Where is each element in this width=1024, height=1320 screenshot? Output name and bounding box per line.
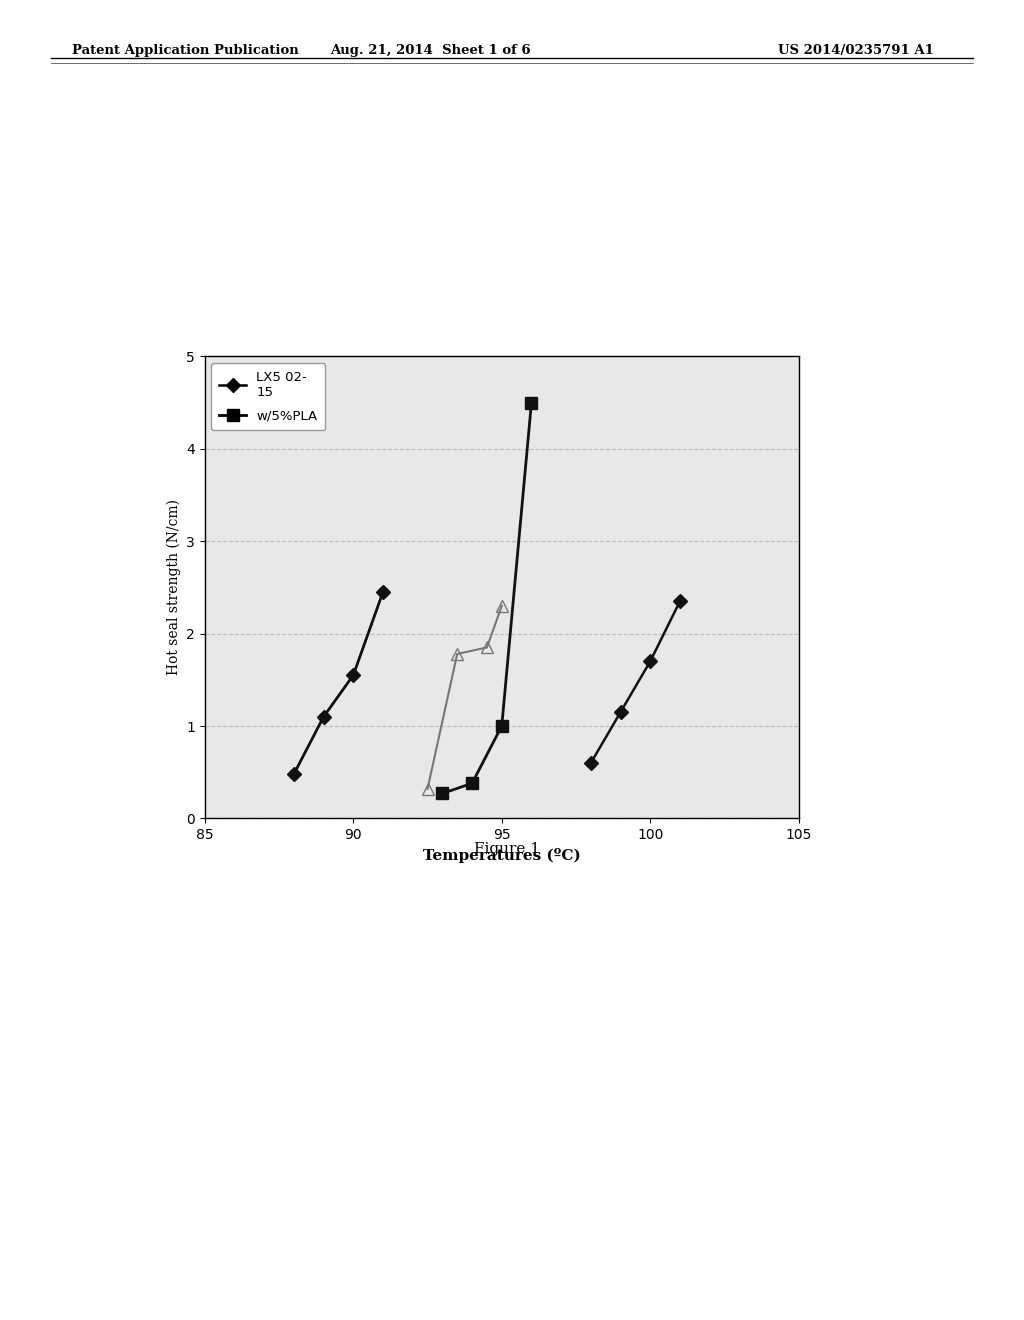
Text: Patent Application Publication: Patent Application Publication [72, 44, 298, 57]
Legend: LX5 02-
15, w/5%PLA: LX5 02- 15, w/5%PLA [211, 363, 326, 430]
Text: Figure 1: Figure 1 [474, 842, 540, 857]
Text: US 2014/0235791 A1: US 2014/0235791 A1 [778, 44, 934, 57]
Text: Aug. 21, 2014  Sheet 1 of 6: Aug. 21, 2014 Sheet 1 of 6 [330, 44, 530, 57]
X-axis label: Temperatures (ºC): Temperatures (ºC) [423, 847, 581, 863]
Y-axis label: Hot seal strength (N/cm): Hot seal strength (N/cm) [166, 499, 180, 676]
